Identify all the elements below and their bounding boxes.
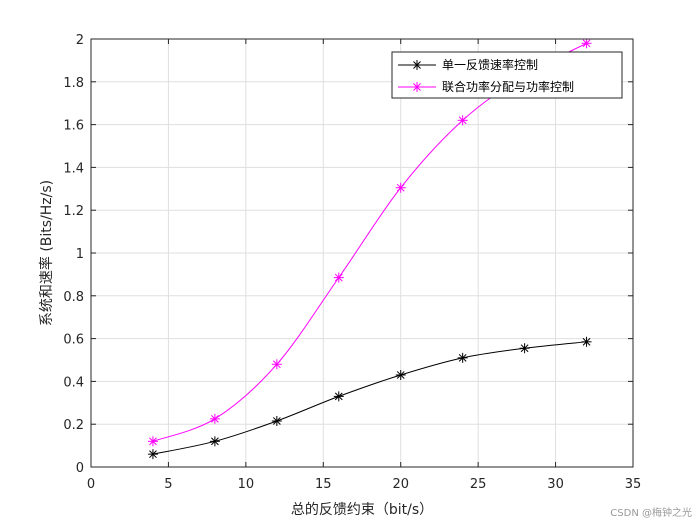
y-tick-label: 0.6	[63, 333, 84, 348]
y-tick-label: 1.4	[63, 161, 84, 176]
marker-stroke	[520, 344, 529, 353]
marker-stroke	[413, 83, 421, 91]
data-point	[395, 369, 406, 380]
data-point	[271, 359, 282, 370]
data-point	[209, 436, 220, 447]
marker-stroke	[210, 437, 219, 446]
marker-stroke	[149, 450, 157, 459]
data-point	[457, 115, 468, 126]
x-tick-label: 30	[547, 477, 564, 492]
data-point	[271, 415, 282, 426]
data-point	[147, 436, 158, 447]
data-point	[581, 336, 592, 347]
marker-stroke	[458, 116, 467, 125]
data-point	[519, 343, 530, 354]
marker-stroke	[413, 61, 421, 69]
y-tick-label: 1.8	[63, 76, 84, 91]
data-point	[333, 272, 344, 283]
x-tick-label: 5	[164, 477, 172, 492]
y-tick-label: 0.2	[63, 418, 84, 433]
marker-stroke	[458, 353, 467, 362]
watermark: CSDN @梅钟之光	[610, 508, 692, 519]
tick-labels: 0 5 10 15 20 25 30 35 0 0.2 0.4 0.6 0.8 1 1.2 1.4 1.6 1.8…	[63, 33, 641, 492]
ticks	[90, 38, 634, 468]
x-tick-label: 35	[625, 477, 642, 492]
legend-label: 联合功率分配与功率控制	[442, 79, 574, 94]
legend-label: 单一反馈速率控制	[442, 57, 538, 72]
marker-stroke	[149, 437, 157, 446]
marker-stroke	[396, 371, 405, 379]
y-tick-label: 1.2	[63, 204, 84, 219]
y-tick-label: 1.6	[63, 119, 84, 134]
x-axis-label: 总的反馈约束（bit/s）	[291, 502, 433, 518]
series-1	[147, 336, 592, 460]
legend-marker	[412, 82, 422, 92]
legend-marker	[412, 60, 422, 70]
x-tick-label: 0	[87, 477, 95, 492]
marker-stroke	[272, 360, 281, 369]
data-point	[209, 413, 220, 424]
marker-stroke	[272, 417, 281, 425]
data-point	[147, 449, 158, 460]
series-line	[152, 341, 587, 455]
y-tick-label: 1	[76, 247, 84, 262]
marker-stroke	[334, 273, 343, 282]
x-tick-label: 10	[238, 477, 255, 492]
y-tick-label: 0	[76, 461, 84, 476]
y-tick-label: 0.8	[63, 290, 84, 305]
marker-stroke	[582, 337, 591, 346]
marker-stroke	[582, 39, 591, 48]
y-tick-label: 0.4	[63, 375, 84, 390]
marker-stroke	[396, 183, 405, 192]
x-tick-label: 15	[315, 477, 332, 492]
data-point	[457, 352, 468, 363]
y-tick-label: 2	[76, 33, 84, 48]
marker-stroke	[210, 414, 219, 423]
data-point	[395, 182, 406, 193]
legend-box	[391, 51, 623, 99]
y-axis-label: 系统和速率 (Bits/Hz/s)	[38, 180, 55, 326]
marker-stroke	[334, 392, 343, 401]
data-point	[581, 39, 592, 49]
x-tick-label: 25	[470, 477, 487, 492]
x-tick-label: 20	[392, 477, 409, 492]
data-point	[333, 391, 344, 402]
